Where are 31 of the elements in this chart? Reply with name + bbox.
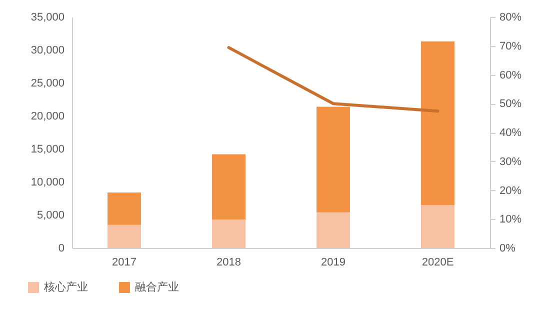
y2-tick-label: 30% <box>500 156 522 168</box>
y-tick-label: 15,000 <box>30 144 64 156</box>
bar <box>316 212 350 248</box>
bar <box>212 220 246 248</box>
y-tick-label: 5,000 <box>36 210 64 222</box>
bar <box>316 106 350 212</box>
legend-label: 核心产业 <box>43 280 88 294</box>
bar <box>108 224 141 248</box>
bar <box>212 154 246 220</box>
y2-tick-label: 10% <box>500 214 522 226</box>
x-tick-label: 2018 <box>216 256 241 268</box>
y2-tick-label: 50% <box>500 98 522 110</box>
y-tick-label: 25,000 <box>30 78 64 90</box>
bar <box>421 41 454 206</box>
y2-tick-label: 70% <box>500 40 522 52</box>
y-tick-label: 20,000 <box>30 110 64 122</box>
x-tick-label: 2019 <box>321 256 346 268</box>
y-tick-label: 35,000 <box>30 12 64 24</box>
y2-tick-label: 60% <box>500 69 522 82</box>
bar <box>421 205 454 248</box>
x-tick-label: 2020E <box>422 256 454 268</box>
y2-tick-label: 0% <box>500 242 516 254</box>
legend-label: 融合产业 <box>135 280 179 294</box>
y2-tick-label: 40% <box>500 127 522 139</box>
y-tick-label: 30,000 <box>30 44 64 56</box>
bar <box>108 192 141 225</box>
y-tick-label: 10,000 <box>30 176 64 188</box>
y2-tick-label: 80% <box>500 12 522 24</box>
y-tick-label: 0 <box>58 242 64 254</box>
x-tick-label: 2017 <box>112 256 136 268</box>
y2-tick-label: 20% <box>500 184 522 197</box>
